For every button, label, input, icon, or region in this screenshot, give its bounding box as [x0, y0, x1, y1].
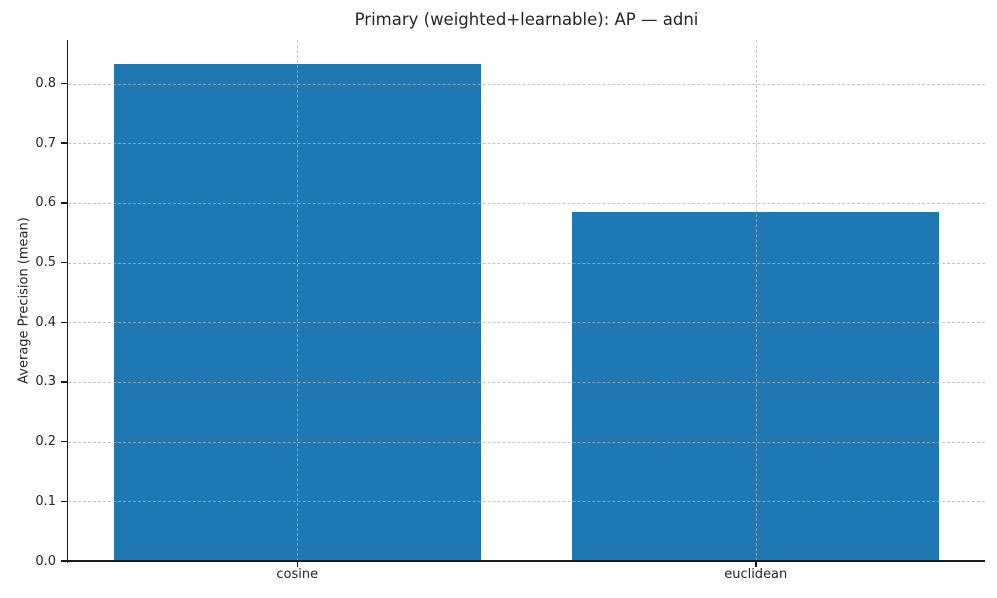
- x-tick-mark: [296, 561, 298, 567]
- y-tick-mark: [61, 321, 67, 324]
- y-tick-label: 0.0: [35, 553, 56, 569]
- y-tick-label: 0.6: [35, 195, 56, 211]
- y-tick-label: 0.4: [35, 314, 56, 330]
- y-tick-mark: [61, 82, 67, 85]
- x-tick-label-euclidean: euclidean: [724, 567, 788, 582]
- y-tick-mark: [61, 142, 67, 144]
- y-tick-mark: [61, 440, 67, 443]
- y-tick-label: 0.5: [35, 255, 56, 271]
- chart-title: Primary (weighted+learnable): AP — adni: [354, 10, 699, 29]
- bar-euclidean: [572, 211, 940, 561]
- y-tick-mark: [61, 560, 67, 562]
- x-axis-spine: [66, 560, 985, 562]
- x-tick-label-cosine: cosine: [276, 567, 319, 582]
- y-tick-mark: [61, 261, 67, 264]
- y-tick-label: 0.3: [35, 374, 56, 390]
- y-axis-spine: [66, 40, 68, 563]
- y-tick-label: 0.1: [35, 493, 56, 509]
- y-tick-label: 0.7: [35, 135, 56, 151]
- x-tick-mark: [755, 561, 757, 567]
- bars-layer: [68, 40, 985, 561]
- y-tick-mark: [61, 202, 67, 204]
- plot-area: [68, 40, 985, 561]
- y-tick-mark: [61, 500, 67, 503]
- bar-cosine: [113, 63, 481, 561]
- y-tick-label: 0.8: [35, 76, 56, 92]
- y-tick-mark: [61, 381, 67, 383]
- y-tick-label: 0.2: [35, 434, 56, 450]
